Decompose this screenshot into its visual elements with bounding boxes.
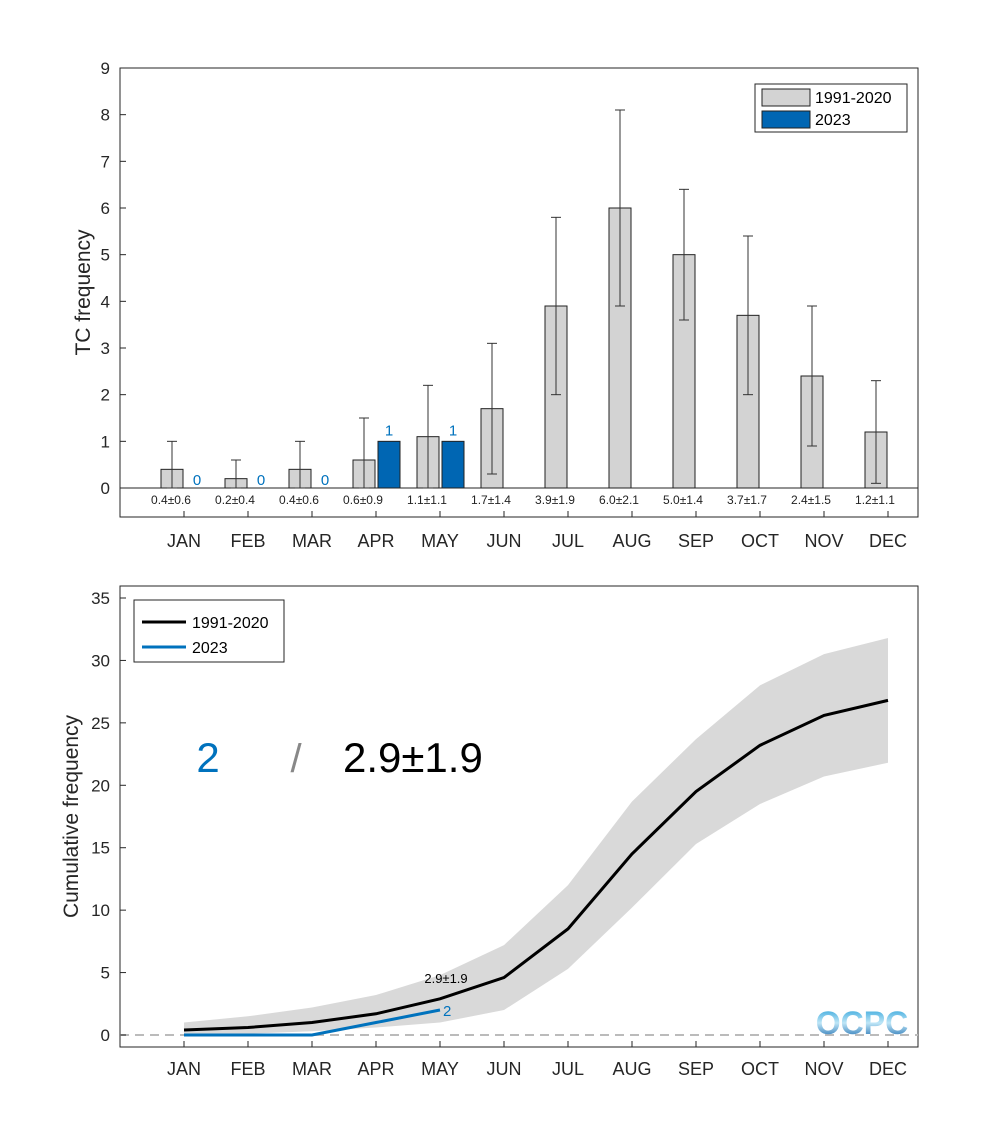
legend-swatch-2023 [761, 110, 811, 129]
y-tick-label: 10 [91, 901, 110, 920]
current-year-value: 0 [257, 472, 265, 489]
y-tick-label: 0 [101, 1026, 110, 1045]
y-tick-label: 6 [101, 199, 110, 218]
x-tick-label: SEP [678, 531, 714, 551]
current-year-line [184, 1008, 441, 1037]
legend-box [133, 599, 285, 663]
x-tick-label: JUN [487, 531, 522, 551]
bar-label: 0.6±0.9 [343, 493, 383, 507]
current-point-label: 2 [443, 1003, 451, 1020]
climatology-line [183, 698, 889, 1032]
x-tick-label: MAY [421, 531, 459, 551]
current-year-value: 0 [321, 472, 329, 489]
bar-label: 1.2±1.1 [855, 493, 895, 507]
y-tick-label: 15 [91, 839, 110, 858]
current-year-value: 1 [385, 422, 393, 439]
x-tick-label: FEB [230, 1059, 265, 1079]
bar-label: 0.2±0.4 [215, 493, 255, 507]
x-tick-label: OCT [741, 1059, 779, 1079]
x-tick-label: JAN [167, 531, 201, 551]
bar-label: 1.1±1.1 [407, 493, 447, 507]
x-tick-label: SEP [678, 1059, 714, 1079]
x-tick-label: AUG [612, 531, 651, 551]
y-tick-label: 5 [101, 246, 110, 265]
x-tick-label: DEC [869, 1059, 907, 1079]
bar-label: 2.4±1.5 [791, 493, 831, 507]
x-tick-label: OCT [741, 531, 779, 551]
x-tick-label: JUL [552, 531, 584, 551]
x-tick-label: JUL [552, 1059, 584, 1079]
legend-swatch-climatology [761, 88, 811, 107]
summary-current: 2 [196, 734, 219, 781]
summary-climatology: 2.9±1.9 [343, 734, 483, 781]
spread-band [184, 637, 888, 1035]
y-tick-label: 3 [101, 339, 110, 358]
y-tick-label: 9 [101, 59, 110, 78]
bar-label: 0.4±0.6 [279, 493, 319, 507]
bar-label: 6.0±2.1 [599, 493, 639, 507]
legend: 1991-2020 2023 [754, 83, 908, 133]
current-year-value: 1 [449, 422, 457, 439]
current-year-bar [441, 440, 465, 489]
x-tick-label: MAY [421, 1059, 459, 1079]
current-year-value: 0 [193, 472, 201, 489]
legend-label: 2023 [815, 112, 851, 129]
summary-separator: / [290, 737, 302, 781]
y-tick-label: 2 [101, 386, 110, 405]
x-tick-label: AUG [612, 1059, 651, 1079]
bar-label: 1.7±1.4 [471, 493, 511, 507]
legend-label: 2023 [192, 640, 228, 657]
legend: 1991-2020 2023 [133, 599, 285, 663]
y-tick-label: 7 [101, 152, 110, 171]
y-tick-label: 30 [91, 651, 110, 670]
bar-label: 3.9±1.9 [535, 493, 575, 507]
x-tick-label: MAR [292, 1059, 332, 1079]
y-tick-label: 8 [101, 106, 110, 125]
x-tick-label: DEC [869, 531, 907, 551]
y-tick-label: 5 [101, 964, 110, 983]
x-tick-label: APR [357, 531, 394, 551]
bar-label: 3.7±1.7 [727, 493, 767, 507]
y-tick-label: 1 [101, 432, 110, 451]
x-tick-label: NOV [804, 531, 843, 551]
current-year-bar [377, 440, 401, 489]
bar-label: 0.4±0.6 [151, 493, 191, 507]
x-tick-label: APR [357, 1059, 394, 1079]
x-tick-label: MAR [292, 531, 332, 551]
y-tick-label: 0 [101, 479, 110, 498]
ocpc-logo: OCPC [816, 1005, 908, 1041]
climatology-point-label: 2.9±1.9 [424, 971, 467, 986]
x-tick-label: JAN [167, 1059, 201, 1079]
y-tick-label: 20 [91, 776, 110, 795]
x-tick-label: JUN [487, 1059, 522, 1079]
plot-area [119, 67, 919, 518]
x-tick-label: NOV [804, 1059, 843, 1079]
legend-label: 1991-2020 [815, 90, 892, 107]
legend-label: 1991-2020 [192, 615, 269, 632]
y-axis-label: TC frequency [72, 229, 95, 356]
bar-label: 5.0±1.4 [663, 493, 703, 507]
y-tick-label: 35 [91, 589, 110, 608]
x-tick-label: FEB [230, 531, 265, 551]
cumulative-frequency-chart: 0 5 10 15 20 25 30 35 Cumulative frequency JAN FEB… [60, 585, 919, 1079]
y-tick-label: 4 [101, 292, 110, 311]
y-tick-label: 25 [91, 714, 110, 733]
y-axis-label: Cumulative frequency [60, 714, 83, 918]
